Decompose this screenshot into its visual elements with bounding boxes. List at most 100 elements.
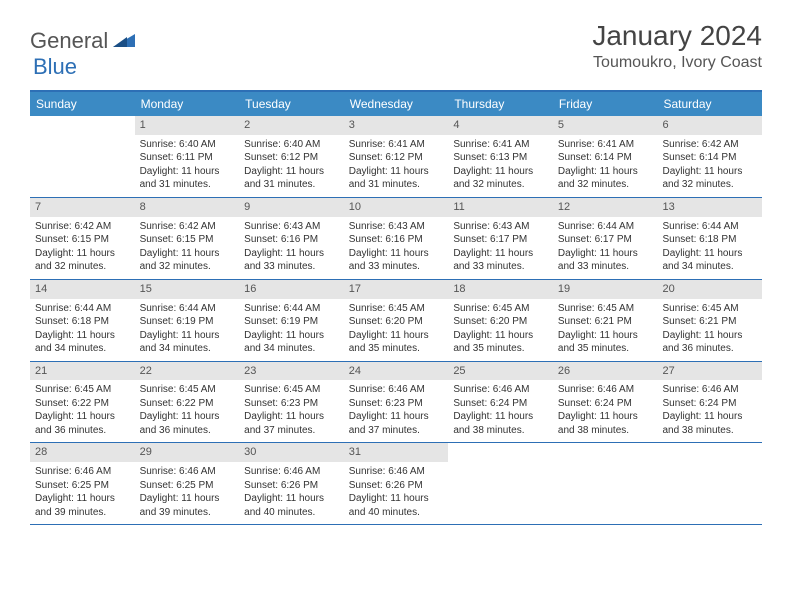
- sunset-text: Sunset: 6:18 PM: [662, 233, 757, 247]
- day-cell: 27Sunrise: 6:46 AMSunset: 6:24 PMDayligh…: [657, 362, 762, 443]
- sunrise-text: Sunrise: 6:44 AM: [35, 302, 130, 316]
- sunset-text: Sunset: 6:14 PM: [662, 151, 757, 165]
- day-body: Sunrise: 6:45 AMSunset: 6:22 PMDaylight:…: [135, 380, 240, 442]
- sunrise-text: Sunrise: 6:45 AM: [244, 383, 339, 397]
- day-number: 26: [553, 362, 658, 381]
- day-body: Sunrise: 6:44 AMSunset: 6:17 PMDaylight:…: [553, 217, 658, 279]
- sunrise-text: Sunrise: 6:44 AM: [140, 302, 235, 316]
- sunset-text: Sunset: 6:20 PM: [349, 315, 444, 329]
- day-body: Sunrise: 6:46 AMSunset: 6:26 PMDaylight:…: [344, 462, 449, 524]
- day-number: 9: [239, 198, 344, 217]
- day-cell: 3Sunrise: 6:41 AMSunset: 6:12 PMDaylight…: [344, 116, 449, 197]
- sunrise-text: Sunrise: 6:46 AM: [140, 465, 235, 479]
- day-number: 2: [239, 116, 344, 135]
- day-cell: 11Sunrise: 6:43 AMSunset: 6:17 PMDayligh…: [448, 198, 553, 279]
- sunset-text: Sunset: 6:16 PM: [349, 233, 444, 247]
- day-body: Sunrise: 6:45 AMSunset: 6:21 PMDaylight:…: [657, 299, 762, 361]
- logo-text-general: General: [30, 28, 108, 54]
- day-number: 30: [239, 443, 344, 462]
- day-cell: 1Sunrise: 6:40 AMSunset: 6:11 PMDaylight…: [135, 116, 240, 197]
- daylight-text: Daylight: 11 hours and 33 minutes.: [558, 247, 653, 274]
- day-body: Sunrise: 6:41 AMSunset: 6:14 PMDaylight:…: [553, 135, 658, 197]
- day-number: 6: [657, 116, 762, 135]
- daylight-text: Daylight: 11 hours and 35 minutes.: [453, 329, 548, 356]
- day-body: Sunrise: 6:42 AMSunset: 6:14 PMDaylight:…: [657, 135, 762, 197]
- day-cell: 28Sunrise: 6:46 AMSunset: 6:25 PMDayligh…: [30, 443, 135, 524]
- sunrise-text: Sunrise: 6:45 AM: [662, 302, 757, 316]
- day-body: Sunrise: 6:46 AMSunset: 6:25 PMDaylight:…: [30, 462, 135, 524]
- sunrise-text: Sunrise: 6:42 AM: [662, 138, 757, 152]
- day-body: Sunrise: 6:45 AMSunset: 6:20 PMDaylight:…: [448, 299, 553, 361]
- header: General January 2024 Toumoukro, Ivory Co…: [0, 0, 792, 82]
- day-cell: 2Sunrise: 6:40 AMSunset: 6:12 PMDaylight…: [239, 116, 344, 197]
- day-cell: 17Sunrise: 6:45 AMSunset: 6:20 PMDayligh…: [344, 280, 449, 361]
- logo: General: [30, 20, 137, 54]
- day-body: Sunrise: 6:40 AMSunset: 6:12 PMDaylight:…: [239, 135, 344, 197]
- week-row: 28Sunrise: 6:46 AMSunset: 6:25 PMDayligh…: [30, 443, 762, 525]
- day-body: Sunrise: 6:45 AMSunset: 6:20 PMDaylight:…: [344, 299, 449, 361]
- location-label: Toumoukro, Ivory Coast: [592, 54, 762, 72]
- daylight-text: Daylight: 11 hours and 36 minutes.: [140, 410, 235, 437]
- week-row: 14Sunrise: 6:44 AMSunset: 6:18 PMDayligh…: [30, 280, 762, 362]
- day-cell: 5Sunrise: 6:41 AMSunset: 6:14 PMDaylight…: [553, 116, 658, 197]
- sunset-text: Sunset: 6:26 PM: [244, 479, 339, 493]
- sunrise-text: Sunrise: 6:46 AM: [349, 383, 444, 397]
- sunrise-text: Sunrise: 6:45 AM: [453, 302, 548, 316]
- day-number: 5: [553, 116, 658, 135]
- sunset-text: Sunset: 6:25 PM: [35, 479, 130, 493]
- sunrise-text: Sunrise: 6:41 AM: [349, 138, 444, 152]
- daylight-text: Daylight: 11 hours and 34 minutes.: [140, 329, 235, 356]
- daylight-text: Daylight: 11 hours and 40 minutes.: [244, 492, 339, 519]
- day-cell: [448, 443, 553, 524]
- day-cell: 29Sunrise: 6:46 AMSunset: 6:25 PMDayligh…: [135, 443, 240, 524]
- day-cell: 22Sunrise: 6:45 AMSunset: 6:22 PMDayligh…: [135, 362, 240, 443]
- day-number: 11: [448, 198, 553, 217]
- day-cell: 24Sunrise: 6:46 AMSunset: 6:23 PMDayligh…: [344, 362, 449, 443]
- dow-tuesday: Tuesday: [239, 92, 344, 116]
- day-cell: 14Sunrise: 6:44 AMSunset: 6:18 PMDayligh…: [30, 280, 135, 361]
- day-body: Sunrise: 6:46 AMSunset: 6:24 PMDaylight:…: [657, 380, 762, 442]
- sunset-text: Sunset: 6:20 PM: [453, 315, 548, 329]
- day-body: Sunrise: 6:45 AMSunset: 6:22 PMDaylight:…: [30, 380, 135, 442]
- day-number: 23: [239, 362, 344, 381]
- day-number: 17: [344, 280, 449, 299]
- daylight-text: Daylight: 11 hours and 34 minutes.: [35, 329, 130, 356]
- day-cell: 20Sunrise: 6:45 AMSunset: 6:21 PMDayligh…: [657, 280, 762, 361]
- day-number: 7: [30, 198, 135, 217]
- day-cell: 7Sunrise: 6:42 AMSunset: 6:15 PMDaylight…: [30, 198, 135, 279]
- daylight-text: Daylight: 11 hours and 38 minutes.: [558, 410, 653, 437]
- sunrise-text: Sunrise: 6:46 AM: [349, 465, 444, 479]
- sunrise-text: Sunrise: 6:41 AM: [558, 138, 653, 152]
- daylight-text: Daylight: 11 hours and 36 minutes.: [662, 329, 757, 356]
- sunrise-text: Sunrise: 6:40 AM: [244, 138, 339, 152]
- logo-triangle-icon: [113, 31, 135, 52]
- daylight-text: Daylight: 11 hours and 38 minutes.: [662, 410, 757, 437]
- day-cell: 12Sunrise: 6:44 AMSunset: 6:17 PMDayligh…: [553, 198, 658, 279]
- sunset-text: Sunset: 6:12 PM: [244, 151, 339, 165]
- daylight-text: Daylight: 11 hours and 32 minutes.: [140, 247, 235, 274]
- day-body: Sunrise: 6:40 AMSunset: 6:11 PMDaylight:…: [135, 135, 240, 197]
- day-number: 4: [448, 116, 553, 135]
- sunrise-text: Sunrise: 6:44 AM: [244, 302, 339, 316]
- title-block: January 2024 Toumoukro, Ivory Coast: [592, 20, 762, 72]
- daylight-text: Daylight: 11 hours and 37 minutes.: [244, 410, 339, 437]
- week-row: 1Sunrise: 6:40 AMSunset: 6:11 PMDaylight…: [30, 116, 762, 198]
- day-body: Sunrise: 6:42 AMSunset: 6:15 PMDaylight:…: [30, 217, 135, 279]
- sunset-text: Sunset: 6:16 PM: [244, 233, 339, 247]
- day-number: 14: [30, 280, 135, 299]
- day-number: 10: [344, 198, 449, 217]
- day-number: 1: [135, 116, 240, 135]
- sunrise-text: Sunrise: 6:46 AM: [244, 465, 339, 479]
- sunset-text: Sunset: 6:12 PM: [349, 151, 444, 165]
- day-body: Sunrise: 6:44 AMSunset: 6:18 PMDaylight:…: [30, 299, 135, 361]
- day-cell: 16Sunrise: 6:44 AMSunset: 6:19 PMDayligh…: [239, 280, 344, 361]
- dow-sunday: Sunday: [30, 92, 135, 116]
- sunrise-text: Sunrise: 6:45 AM: [349, 302, 444, 316]
- dow-wednesday: Wednesday: [344, 92, 449, 116]
- dow-saturday: Saturday: [657, 92, 762, 116]
- day-body: Sunrise: 6:43 AMSunset: 6:16 PMDaylight:…: [239, 217, 344, 279]
- daylight-text: Daylight: 11 hours and 35 minutes.: [558, 329, 653, 356]
- day-cell: [657, 443, 762, 524]
- day-cell: 10Sunrise: 6:43 AMSunset: 6:16 PMDayligh…: [344, 198, 449, 279]
- day-cell: [30, 116, 135, 197]
